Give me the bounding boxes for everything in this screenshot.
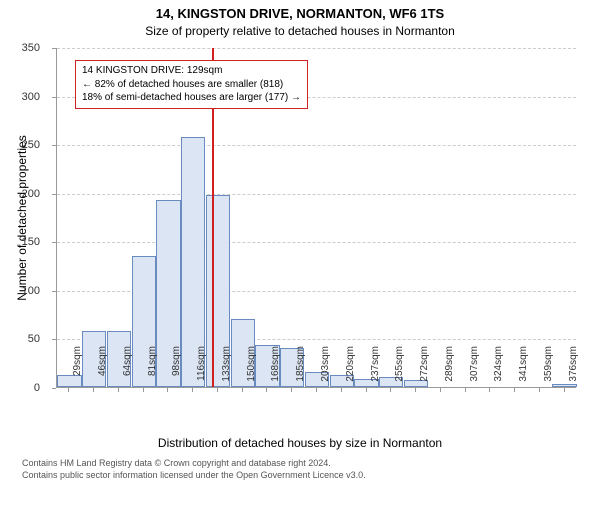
x-tick-label: 185sqm <box>295 346 306 394</box>
x-tick-mark <box>316 388 317 392</box>
x-tick-label: 220sqm <box>345 346 356 394</box>
x-tick-mark <box>143 388 144 392</box>
x-tick-label: 203sqm <box>320 346 331 394</box>
annotation-line-3: 18% of semi-detached houses are larger (… <box>82 91 301 105</box>
x-tick-label: 272sqm <box>419 346 430 394</box>
x-tick-mark <box>93 388 94 392</box>
x-tick-mark <box>489 388 490 392</box>
x-tick-label: 150sqm <box>246 346 257 394</box>
y-tick-label: 0 <box>0 382 40 394</box>
x-tick-label: 289sqm <box>444 346 455 394</box>
x-tick-mark <box>242 388 243 392</box>
x-tick-mark <box>415 388 416 392</box>
chart-container: Number of detached properties 0501001502… <box>0 38 600 458</box>
x-tick-label: 46sqm <box>97 346 108 394</box>
x-tick-label: 81sqm <box>147 346 158 394</box>
x-tick-label: 341sqm <box>518 346 529 394</box>
x-tick-label: 116sqm <box>196 346 207 394</box>
x-tick-mark <box>118 388 119 392</box>
x-tick-label: 376sqm <box>568 346 579 394</box>
chart-title-sub: Size of property relative to detached ho… <box>0 24 600 38</box>
x-tick-label: 133sqm <box>221 346 232 394</box>
gridline <box>57 48 576 49</box>
y-tick-mark <box>52 388 56 389</box>
y-tick-label: 350 <box>0 42 40 54</box>
footer-attribution: Contains HM Land Registry data © Crown c… <box>0 458 600 485</box>
x-tick-mark <box>68 388 69 392</box>
x-tick-label: 29sqm <box>72 346 83 394</box>
annotation-box: 14 KINGSTON DRIVE: 129sqm ← 82% of detac… <box>75 60 308 109</box>
x-tick-mark <box>341 388 342 392</box>
x-tick-label: 307sqm <box>469 346 480 394</box>
y-tick-label: 50 <box>0 333 40 345</box>
x-tick-mark <box>266 388 267 392</box>
x-tick-label: 324sqm <box>493 346 504 394</box>
x-tick-mark <box>465 388 466 392</box>
x-tick-mark <box>539 388 540 392</box>
annotation-line-2: ← 82% of detached houses are smaller (81… <box>82 78 301 92</box>
x-tick-label: 359sqm <box>543 346 554 394</box>
y-tick-label: 250 <box>0 139 40 151</box>
annotation-line-1: 14 KINGSTON DRIVE: 129sqm <box>82 64 301 78</box>
x-tick-mark <box>291 388 292 392</box>
x-tick-mark <box>440 388 441 392</box>
plot-area: 14 KINGSTON DRIVE: 129sqm ← 82% of detac… <box>56 48 576 388</box>
x-tick-mark <box>390 388 391 392</box>
x-tick-mark <box>366 388 367 392</box>
y-tick-label: 300 <box>0 91 40 103</box>
footer-line-1: Contains HM Land Registry data © Crown c… <box>22 458 582 470</box>
chart-title-main: 14, KINGSTON DRIVE, NORMANTON, WF6 1TS <box>0 6 600 21</box>
x-axis-label: Distribution of detached houses by size … <box>0 436 600 450</box>
x-tick-label: 237sqm <box>370 346 381 394</box>
x-tick-mark <box>167 388 168 392</box>
y-tick-label: 100 <box>0 285 40 297</box>
x-tick-label: 255sqm <box>394 346 405 394</box>
x-tick-label: 64sqm <box>122 346 133 394</box>
x-tick-mark <box>217 388 218 392</box>
gridline <box>57 194 576 195</box>
y-tick-label: 150 <box>0 236 40 248</box>
x-tick-mark <box>192 388 193 392</box>
x-tick-mark <box>514 388 515 392</box>
x-tick-label: 98sqm <box>171 346 182 394</box>
gridline <box>57 242 576 243</box>
gridline <box>57 145 576 146</box>
x-tick-label: 168sqm <box>270 346 281 394</box>
x-tick-mark <box>564 388 565 392</box>
footer-line-2: Contains public sector information licen… <box>22 470 582 482</box>
y-tick-label: 200 <box>0 188 40 200</box>
